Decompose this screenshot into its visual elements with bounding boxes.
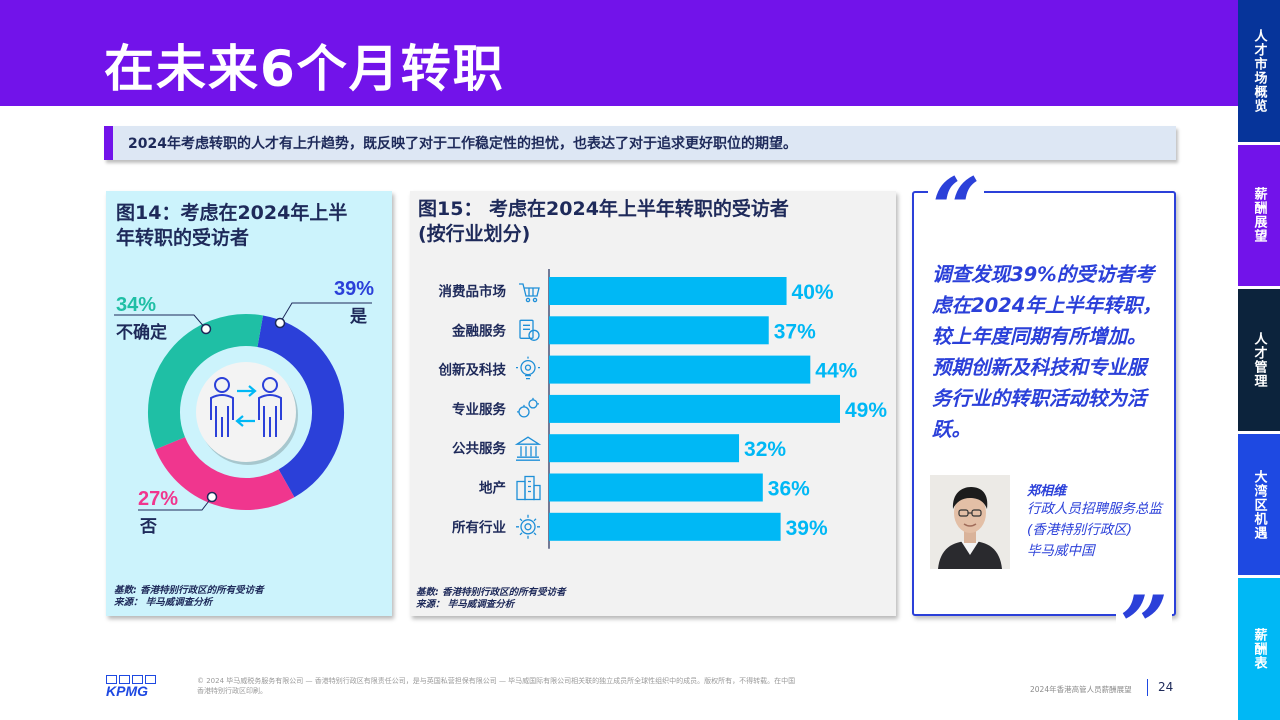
person-portrait-icon [930,475,1010,569]
page-number: 24 [1158,680,1174,694]
bar-category-label: 地产 [479,480,506,497]
bar-category-label: 金融服务 [451,322,506,339]
bar-value-label: 40% [792,281,834,304]
tab-salary-outlook[interactable]: 薪酬展望 [1238,144,1280,290]
figure14-title-line1: 图14：考虑在2024年上半 [116,202,348,224]
page-title: 在未来6个月转职 [104,40,505,98]
donut-slice-2 [148,314,264,450]
donut-category-label: 否 [139,517,157,537]
summary-banner: 2024年考虑转职的人才有上升趋势，既反映了对于工作稳定性的担忧，也表达了对于追… [104,126,1176,160]
donut-chart: 39% 是 27% 否 34% 不确定 [114,278,374,537]
buildings-icon [516,475,541,501]
quote-panel: “ 调查发现39%的受访者考虑在2024年上半年转职，较上年度同期有所增加。预期… [912,167,1176,669]
gears-icon [517,397,539,418]
tab-label: 人才市场概览 [1251,28,1267,113]
donut-leader-line [279,302,372,324]
bar-4 [549,434,740,463]
bar-value-label: 39% [786,517,828,540]
person-name: 郑相维 [1027,484,1067,499]
footer-divider [1147,679,1148,696]
donut-leader-line [138,496,213,511]
figure15-title: 图15： 考虑在2024年上半年转职的受访者 (按行业划分) [418,197,789,247]
donut-value-label: 34% [116,294,156,316]
section-nav: 人才市场概览 薪酬展望 人才管理 大湾区机遇 薪酬表 [1238,0,1280,720]
footnote-base: 基数: 香港特别行政区的所有受访者 [114,585,264,596]
bar-6 [549,512,781,541]
person-org: 毕马威中国 [1027,543,1095,559]
kpmg-logo-boxes-icon [106,675,156,684]
footnote-base: 基数: 香港特别行政区的所有受访者 [416,587,566,598]
bar-value-label: 49% [845,399,887,422]
bar-chart: 40% 消费品市场 37% 金融服务 44% 创新及科技 49% 专业服务 32% 公共服务 36%… [438,269,887,549]
figure14-title: 图14：考虑在2024年上半 年转职的受访者 [116,201,347,251]
figure15-footnote: 基数: 香港特别行政区的所有受访者 来源： 毕马威调查分析 [416,587,566,611]
exchange-arrows-icon [235,385,257,427]
bar-0 [549,277,787,305]
tab-salary-tables[interactable]: 薪酬表 [1238,578,1280,720]
bar-value-label: 36% [768,478,810,501]
bar-3 [549,394,840,423]
bar-category-label: 公共服务 [452,440,506,457]
person-photo [930,475,1010,569]
bar-5 [549,473,763,502]
shopping-cart-icon [519,283,540,303]
donut-leader-line [114,314,207,330]
kpmg-logo: KPMG [106,675,156,699]
tab-label: 人才管理 [1251,331,1267,388]
bar-value-label: 44% [815,360,857,383]
lightbulb-gear-icon [516,356,540,380]
close-quote-icon: ” [1116,585,1173,669]
donut-leader-dot [200,323,212,335]
donut-slice-0 [256,315,344,498]
donut-category-label: 不确定 [116,322,167,343]
donut-category-label: 是 [350,307,367,327]
government-building-icon [514,436,542,461]
person-position: 行政人员招聘服务总监 (香港特别行政区) [1027,501,1162,538]
tab-talent-market-overview[interactable]: 人才市场概览 [1238,0,1280,145]
quote-text: 调查发现39%的受访者考虑在2024年上半年转职，较上年度同期有所增加。预期创新… [932,263,1162,441]
donut-leader-dot [206,491,218,503]
industry-gear-icon [516,514,540,539]
bar-category-label: 消费品市场 [439,283,507,300]
bar-1 [549,316,769,345]
tab-label: 薪酬表 [1251,628,1267,671]
bar-category-label: 专业服务 [452,401,506,418]
header-bar: 在未来6个月转职 [0,0,1238,106]
footnote-source: 来源： 毕马威调查分析 [114,597,213,608]
donut-value-label: 27% [138,488,178,510]
donut-slice-1 [155,436,295,510]
figure15-title-line2: (按行业划分) [418,223,531,245]
bar-2 [549,355,811,384]
bar-category-label: 所有行业 [452,519,506,536]
bar-value-label: 32% [744,438,786,461]
bar-value-label: 37% [774,320,816,343]
figure14-title-line2: 年转职的受访者 [116,227,250,249]
report-name: 2024年香港高管人员薪酬展望 [1030,685,1132,694]
kpmg-logo-text: KPMG [106,683,148,699]
tab-greater-bay-area[interactable]: 大湾区机遇 [1238,433,1280,579]
figure14-footnote: 基数: 香港特别行政区的所有受访者 来源： 毕马威调查分析 [114,585,264,609]
person-title: 行政人员招聘服务总监 (香港特别行政区) 毕马威中国 [1027,499,1175,562]
tab-label: 大湾区机遇 [1251,469,1267,540]
figure15-title-line1: 图15： 考虑在2024年上半年转职的受访者 [418,198,789,220]
people-exchange-icon [210,377,282,437]
donut-value-label: 39% [334,278,374,300]
tab-talent-management[interactable]: 人才管理 [1238,289,1280,434]
tab-label: 薪酬展望 [1251,187,1267,244]
open-quote-icon: “ [928,167,985,251]
copyright-notice: © 2024 毕马威税务服务有限公司 — 香港特别行政区有限责任公司，是与英国私… [197,677,796,695]
footnote-source: 来源： 毕马威调查分析 [416,599,515,610]
finance-document-icon [519,319,540,341]
donut-leader-dot [274,317,286,329]
bar-category-label: 创新及科技 [438,362,507,379]
figure15-panel: 图15： 考虑在2024年上半年转职的受访者 (按行业划分) 40% 消费品市场 3… [410,191,896,616]
figure14-panel: 图14：考虑在2024年上半 年转职的受访者 39% 是 27% 否 34% 不确定 基数… [106,191,392,616]
